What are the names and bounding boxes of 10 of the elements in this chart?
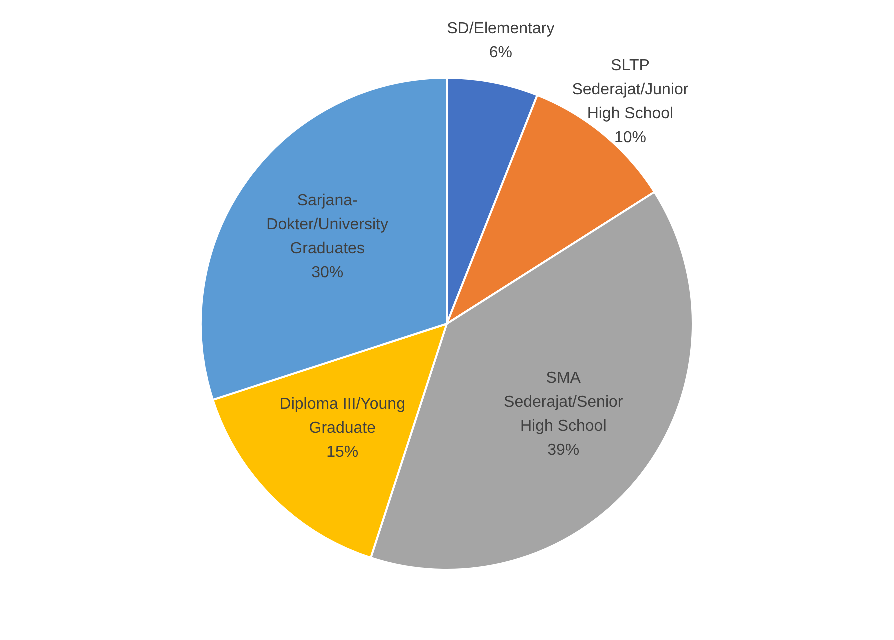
data-label: 39% (548, 442, 580, 459)
slice-label: Diploma III/Young Graduate (280, 396, 406, 437)
data-label: 30% (312, 264, 344, 282)
data-label: 15% (326, 444, 359, 461)
data-label: 6% (489, 44, 512, 62)
slice-label: SMA Sederajat/Senior High School (504, 370, 624, 435)
data-label: 10% (614, 130, 646, 147)
slice-label: Sarjana-Dokter/University Graduates (266, 192, 388, 258)
slice-label: SD/Elementary (447, 20, 555, 38)
slice-label: SLTP Sederajat/Junior High School (572, 58, 690, 123)
